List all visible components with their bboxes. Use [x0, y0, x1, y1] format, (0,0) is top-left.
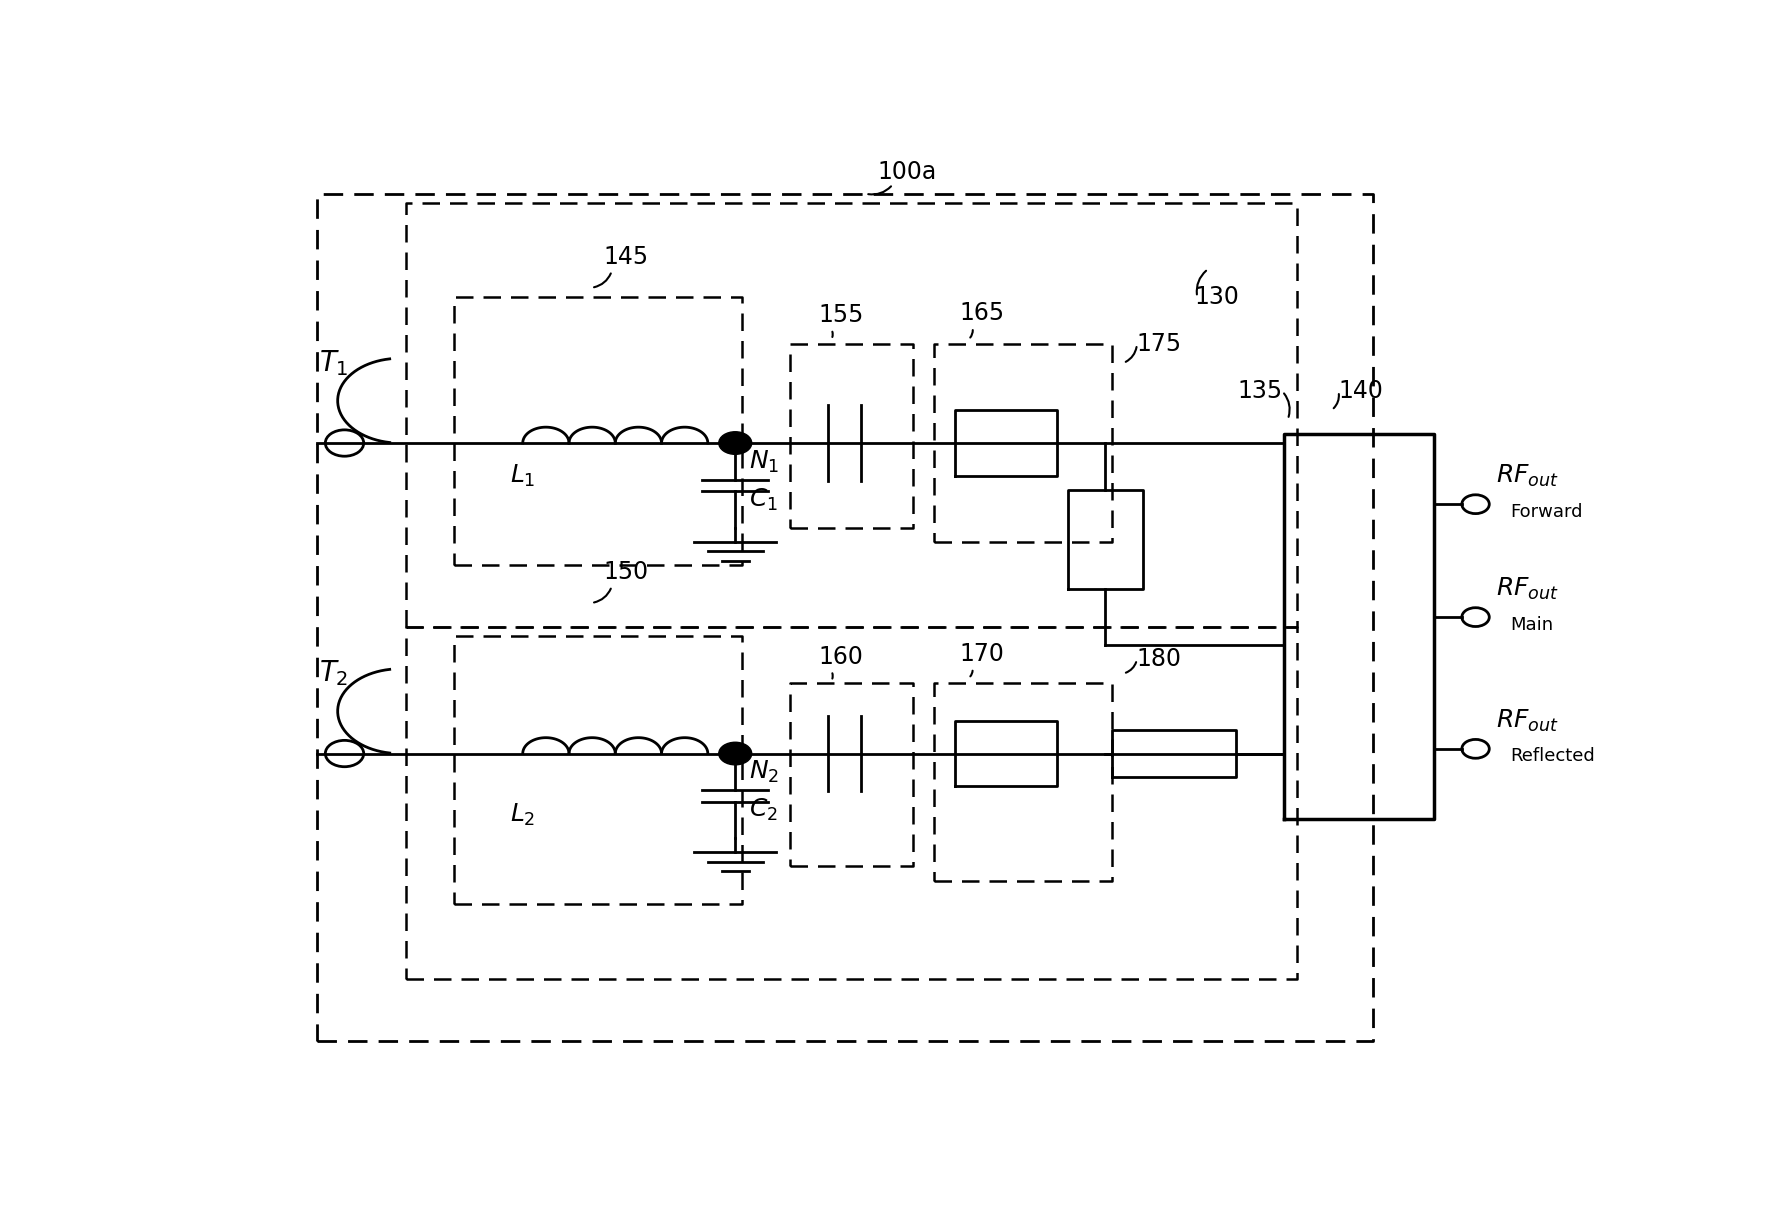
Text: $T_2$: $T_2$	[318, 659, 348, 688]
Text: Forward: Forward	[1511, 502, 1581, 521]
Circle shape	[718, 431, 752, 455]
Text: $C_2$: $C_2$	[748, 797, 778, 824]
Text: 130: 130	[1194, 285, 1240, 309]
Text: $RF_{out}$: $RF_{out}$	[1497, 463, 1558, 489]
Text: 180: 180	[1137, 648, 1182, 671]
Text: 100a: 100a	[877, 160, 936, 185]
Text: 150: 150	[603, 560, 647, 584]
Text: 165: 165	[959, 302, 1005, 325]
Text: $C_1$: $C_1$	[748, 486, 778, 512]
Text: $N_1$: $N_1$	[748, 448, 778, 475]
Text: $RF_{out}$: $RF_{out}$	[1497, 708, 1558, 733]
Text: 175: 175	[1137, 332, 1182, 357]
Text: $L_1$: $L_1$	[509, 463, 536, 489]
Text: Reflected: Reflected	[1511, 748, 1594, 765]
Circle shape	[718, 742, 752, 765]
Text: 170: 170	[959, 642, 1005, 666]
Text: 140: 140	[1339, 379, 1383, 403]
Text: $T_1$: $T_1$	[318, 348, 348, 378]
Text: Main: Main	[1511, 616, 1553, 634]
Text: $RF_{out}$: $RF_{out}$	[1497, 576, 1558, 602]
Text: 145: 145	[603, 244, 647, 269]
Text: 160: 160	[819, 645, 863, 668]
Text: $L_2$: $L_2$	[509, 802, 536, 827]
Text: 155: 155	[817, 303, 863, 327]
Text: $N_2$: $N_2$	[748, 759, 778, 786]
Text: 135: 135	[1237, 379, 1283, 403]
